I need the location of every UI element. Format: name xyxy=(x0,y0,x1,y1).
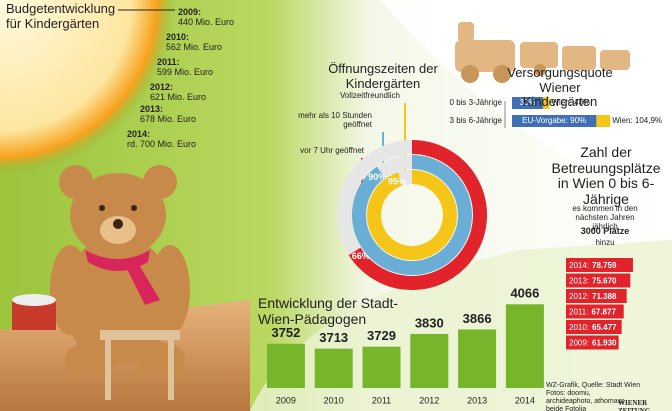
budget-year: 2011: xyxy=(157,57,180,67)
toy-train xyxy=(455,22,630,83)
budget-amount: 621 Mio. Euro xyxy=(150,92,207,102)
teacher-value-label: 3830 xyxy=(415,315,444,330)
quota-bar xyxy=(512,97,543,109)
places-bar xyxy=(566,258,633,272)
places-label: 2011: 67.877 xyxy=(569,307,616,316)
budget-amount: 678 Mio. Euro xyxy=(140,114,197,124)
teacher-value-label: 3729 xyxy=(367,328,396,343)
teacher-bar xyxy=(505,304,544,388)
places-bar xyxy=(566,304,624,319)
places-title: Zahl der Betreuungsplätze in Wien 0 bis … xyxy=(551,144,661,208)
places-bar xyxy=(566,273,631,288)
ring-arc xyxy=(352,155,472,275)
teacher-year-label: 2012 xyxy=(419,395,439,405)
ring-category-label: Vollzeitfreundlich xyxy=(339,91,400,100)
photo-credit: Fotos: doomu, archideaphoto, athomass be… xyxy=(546,390,625,411)
budget-year: 2014: xyxy=(127,129,151,139)
places-year: 2012: xyxy=(569,292,589,301)
teacher-year-label: 2011 xyxy=(372,395,391,405)
places-label: 2013: 75.670 xyxy=(569,276,617,285)
quota-value-label: EU-Vorgabe: 90% xyxy=(522,116,586,125)
teacher-bar xyxy=(314,348,353,388)
teacher-year-label: 2013 xyxy=(467,395,487,405)
teacher-value-label: 3752 xyxy=(271,325,300,340)
brand: WIENER ZEITUNG xyxy=(618,399,651,411)
budget-year: 2012: xyxy=(150,82,174,92)
places-year: 2014: xyxy=(569,261,589,270)
ring-value-label: 95% xyxy=(388,177,406,187)
places-value: 75.670 xyxy=(592,276,617,285)
places-value: 78.759 xyxy=(592,261,617,270)
teacher-value-label: 3713 xyxy=(319,330,348,345)
places-label: 2012: 71.388 xyxy=(569,292,617,301)
ring-value-label: 66% xyxy=(352,251,370,261)
quota-value-label: 33% xyxy=(519,98,535,107)
budget-title: Budgetentwicklung für Kindergärten xyxy=(6,1,116,31)
teacher-value-label: 4066 xyxy=(510,286,539,301)
places-annotation-suffix: hinzu xyxy=(595,238,615,247)
quota-value-label: Wien: 40% xyxy=(551,98,590,107)
ring-category-label: mehr als 10 Stunden geöffnet xyxy=(298,111,372,129)
source: WZ-Grafik, Quelle: Stadt Wien xyxy=(546,382,641,389)
budget-amount: 562 Mio. Euro xyxy=(166,42,223,52)
places-subtitle: es kommen in den nächsten Jahren jährlic… xyxy=(572,204,638,231)
places-value: 65.477 xyxy=(592,323,617,332)
teacher-value-label: 3866 xyxy=(463,311,492,326)
teacher-bar xyxy=(266,343,305,388)
teacher-title: Entwicklung der Stadt-Wien-Pädagogen xyxy=(258,295,399,327)
teacher-year-label: 2014 xyxy=(515,395,535,405)
quota-bar xyxy=(512,115,597,127)
ring-arc xyxy=(348,140,487,290)
quota-title: Versorgungsquote Wiener Kindergärten xyxy=(507,65,613,110)
places-label: 2014: 78.759 xyxy=(569,261,617,270)
budget-amount: 440 Mio. Euro xyxy=(178,17,235,27)
budget-year: 2013: xyxy=(140,104,164,114)
budget-amount: rd. 700 Mio. Euro xyxy=(127,139,197,149)
teacher-year-label: 2009 xyxy=(276,395,296,405)
quota-category: 3 bis 6-Jährige xyxy=(450,116,503,125)
budget-year: 2009: xyxy=(178,7,202,17)
places-value: 67.877 xyxy=(591,307,616,316)
places-value: 71.388 xyxy=(592,292,617,301)
quota-category: 0 bis 3-Jährige xyxy=(450,98,503,107)
ring-title: Öffnungszeiten der Kindergärten xyxy=(328,61,438,91)
places-bar xyxy=(566,335,619,350)
teacher-bar xyxy=(410,333,449,388)
places-year: 2009: xyxy=(569,338,589,347)
places-year: 2013: xyxy=(569,276,589,285)
places-value: 61.930 xyxy=(592,338,617,347)
ring-arc xyxy=(367,170,457,260)
budget-amount: 599 Mio. Euro xyxy=(157,67,214,77)
teacher-year-label: 2010 xyxy=(324,395,344,405)
places-label: 2010: 65.477 xyxy=(569,323,617,332)
places-annotation: 3000 Plätze xyxy=(580,226,630,236)
teacher-bar xyxy=(362,346,401,388)
places-year: 2011: xyxy=(569,307,588,316)
places-label: 2009: 61.930 xyxy=(569,338,617,347)
teacher-bar xyxy=(458,329,497,388)
places-year: 2010: xyxy=(569,323,589,332)
budget-year: 2010: xyxy=(166,32,190,42)
places-bar xyxy=(566,289,627,303)
places-bar xyxy=(566,320,622,334)
ring-value-label: 90% xyxy=(368,172,386,182)
quota-value-label: Wien: 104,9% xyxy=(612,116,662,125)
ring-category-label: vor 7 Uhr geöffnet xyxy=(300,146,364,155)
